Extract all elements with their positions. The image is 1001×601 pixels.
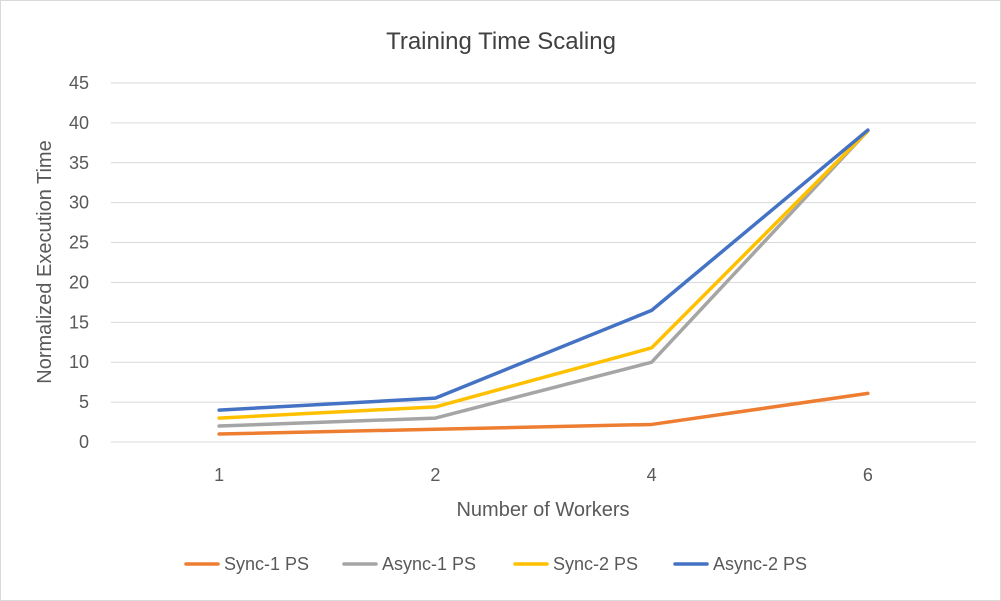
y-tick-label: 20 [69,272,89,292]
legend-label: Sync-1 PS [224,554,309,574]
x-tick-label: 6 [863,465,873,485]
y-tick-label: 25 [69,233,89,253]
series-line [217,129,870,428]
series-lines [217,128,870,436]
legend-label: Async-2 PS [713,554,807,574]
x-tick-label: 2 [430,465,440,485]
legend-label: Async-1 PS [382,554,476,574]
x-tick-label: 1 [214,465,224,485]
y-axis-title: Normalized Execution Time [34,140,56,383]
y-tick-label: 30 [69,193,89,213]
x-axis-ticks: 1 2 4 6 [214,465,873,485]
x-axis-title: Number of Workers [456,499,629,521]
y-tick-label: 0 [79,432,89,452]
y-tick-label: 35 [69,153,89,173]
series-line [217,128,870,412]
y-tick-label: 15 [69,312,89,332]
legend-label: Sync-2 PS [553,554,638,574]
y-tick-label: 45 [69,73,89,93]
y-axis-ticks: 0 5 10 15 20 25 30 35 40 45 [69,73,89,452]
gridlines [111,82,976,443]
chart-title: Training Time Scaling [386,28,616,55]
series-line [217,391,870,436]
y-tick-label: 40 [69,113,89,133]
y-tick-label: 10 [69,352,89,372]
legend: Sync-1 PS Async-1 PS Sync-2 PS Async-2 PS [184,554,807,574]
series-line [217,129,870,420]
x-tick-label: 4 [647,465,657,485]
y-tick-label: 5 [79,392,89,412]
